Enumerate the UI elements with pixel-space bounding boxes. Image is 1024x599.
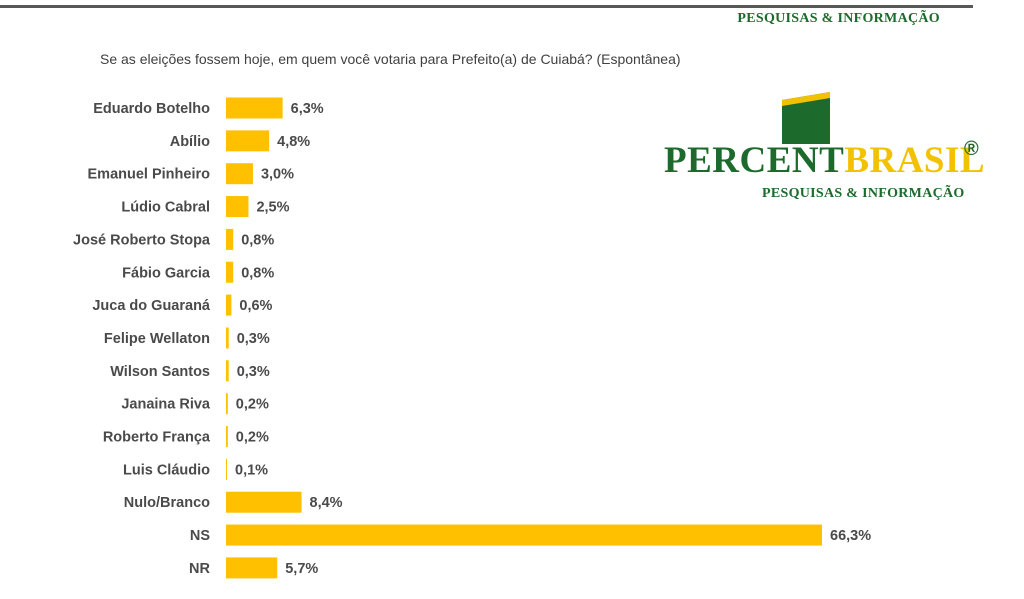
category-label: Emanuel Pinheiro <box>88 167 211 183</box>
data-label: 0,3% <box>237 364 270 380</box>
logo-tagline: PESQUISAS & INFORMAÇÃO <box>762 186 965 201</box>
registered-mark: ® <box>964 138 979 160</box>
category-label: Juca do Guaraná <box>92 298 211 314</box>
category-label: Janaina Riva <box>121 397 211 413</box>
data-label: 5,7% <box>285 561 318 577</box>
category-label: Abílio <box>170 134 210 150</box>
bar <box>226 327 229 349</box>
data-label: 8,4% <box>310 495 343 511</box>
category-label: Roberto França <box>103 430 211 446</box>
data-label: 0,2% <box>236 430 269 446</box>
bar <box>226 130 270 152</box>
category-label: Eduardo Botelho <box>93 101 210 117</box>
top-rule <box>0 5 973 8</box>
category-label: Wilson Santos <box>110 364 210 380</box>
bar <box>226 196 249 218</box>
data-label: 3,0% <box>261 167 294 183</box>
data-label: 0,8% <box>241 265 274 281</box>
logo-word-percent: PERCENT <box>664 140 845 181</box>
data-label: 0,3% <box>237 331 270 347</box>
category-label: Luis Cláudio <box>123 462 210 478</box>
chart-title: Se as eleições fossem hoje, em quem você… <box>100 51 681 67</box>
logo-word-brasil: BRASIL <box>844 140 986 181</box>
category-label: NR <box>189 561 210 577</box>
data-label: 66,3% <box>830 528 871 544</box>
bar <box>226 97 283 119</box>
data-label: 2,5% <box>256 200 289 216</box>
bar <box>226 163 253 185</box>
logo-mark-icon <box>782 92 830 144</box>
category-label: Lúdio Cabral <box>121 200 210 216</box>
category-label: Nulo/Branco <box>124 495 210 511</box>
bar <box>226 458 227 480</box>
category-label: NS <box>190 528 210 544</box>
data-label: 0,1% <box>235 462 268 478</box>
bar <box>226 426 228 447</box>
category-label: Felipe Wellaton <box>104 331 210 347</box>
bar <box>226 228 234 250</box>
percentbrasil-logo: PERCENTBRASIL ® PESQUISAS & INFORMAÇÃO <box>664 92 994 204</box>
bar <box>226 294 232 316</box>
bar <box>226 524 822 546</box>
logo-wordmark: PERCENTBRASIL <box>664 142 985 179</box>
header-tagline: PESQUISAS & INFORMAÇÃO <box>737 11 940 26</box>
category-label: José Roberto Stopa <box>73 232 211 248</box>
data-label: 0,2% <box>236 397 269 413</box>
bar <box>226 491 302 513</box>
bar <box>226 393 228 415</box>
bar <box>226 360 229 382</box>
bar <box>226 557 278 579</box>
category-label: Fábio Garcia <box>122 265 211 281</box>
data-label: 4,8% <box>277 134 310 150</box>
data-label: 0,6% <box>239 298 272 314</box>
bar <box>226 261 234 283</box>
data-label: 0,8% <box>241 232 274 248</box>
data-label: 6,3% <box>291 101 324 117</box>
